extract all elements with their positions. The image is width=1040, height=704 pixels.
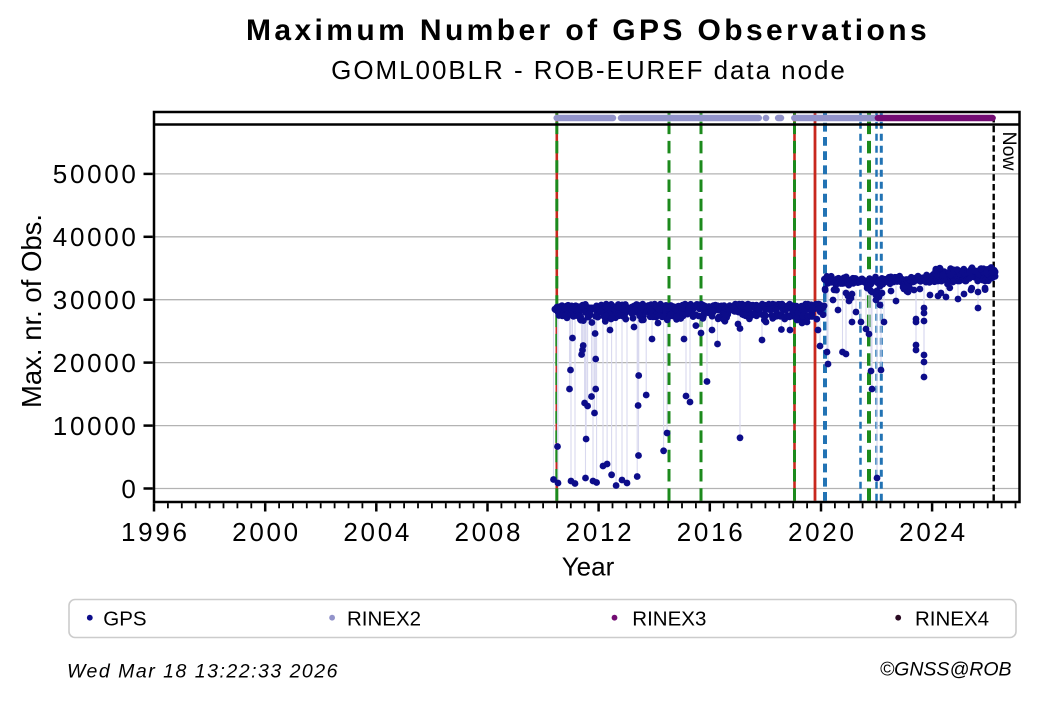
svg-text:Now: Now — [998, 132, 1020, 172]
svg-text:Wed Mar 18 13:22:33 2026: Wed Mar 18 13:22:33 2026 — [67, 661, 339, 683]
svg-text:0: 0 — [121, 474, 138, 504]
svg-text:50000: 50000 — [53, 159, 139, 189]
svg-text:40000: 40000 — [53, 222, 139, 252]
svg-text:2024: 2024 — [899, 517, 968, 547]
svg-text:20000: 20000 — [53, 348, 139, 378]
svg-text:2004: 2004 — [343, 517, 412, 547]
svg-text:©GNSS@ROB: ©GNSS@ROB — [880, 659, 1012, 681]
svg-text:RINEX2: RINEX2 — [347, 608, 421, 631]
svg-text:2012: 2012 — [566, 517, 635, 547]
svg-text:GPS: GPS — [103, 608, 146, 631]
svg-text:RINEX4: RINEX4 — [915, 608, 989, 631]
svg-text:RINEX3: RINEX3 — [632, 608, 706, 631]
svg-text:1996: 1996 — [121, 517, 190, 547]
svg-text:2008: 2008 — [454, 517, 523, 547]
svg-text:2000: 2000 — [232, 517, 301, 547]
svg-text:Year: Year — [562, 552, 615, 582]
svg-text:GOML00BLR - ROB-EUREF data nod: GOML00BLR - ROB-EUREF data node — [331, 55, 847, 85]
svg-text:Max. nr. of Obs.: Max. nr. of Obs. — [16, 214, 47, 408]
svg-text:2016: 2016 — [677, 517, 746, 547]
svg-text:Maximum Number of GPS Observat: Maximum Number of GPS Observations — [246, 14, 930, 47]
svg-text:30000: 30000 — [53, 285, 139, 315]
svg-text:2020: 2020 — [788, 517, 857, 547]
svg-text:10000: 10000 — [53, 411, 139, 441]
